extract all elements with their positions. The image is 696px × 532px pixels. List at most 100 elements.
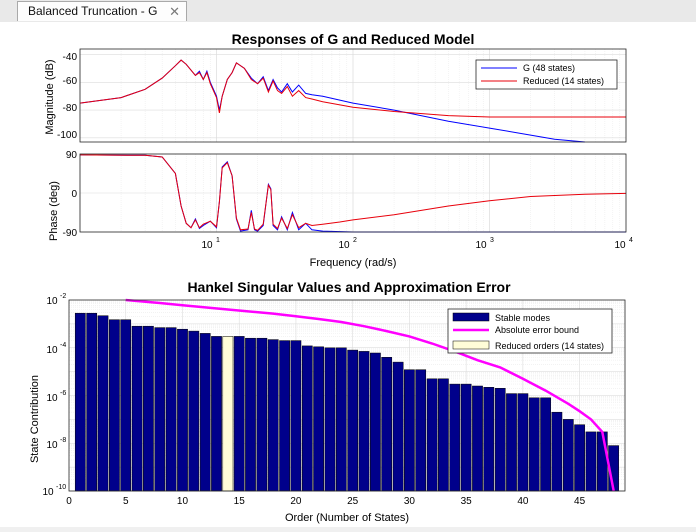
ytick-exp: -6: [60, 390, 66, 397]
bar-stable-mode: [551, 411, 563, 492]
magnitude-axes: -40 -60 -80 -100 G (48 states) Reduced (…: [57, 48, 627, 143]
phase-axes: 90 0 -90 10 1 10 2 10 3 10 4: [63, 150, 633, 251]
bar-stable-mode: [120, 319, 132, 492]
xtick-exp: 3: [490, 237, 494, 244]
ytick-exp: -10: [56, 484, 66, 491]
hankel-xtick: 40: [517, 496, 529, 507]
bar-stable-mode: [347, 349, 359, 492]
bar-stable-mode: [154, 327, 166, 492]
bar-stable-mode: [211, 336, 222, 492]
bar-stable-mode: [313, 346, 324, 492]
mag-ytick: -100: [57, 130, 77, 141]
xtick-base: 10: [475, 240, 487, 251]
hankel-xtick: 10: [177, 496, 189, 507]
hankel-yticks: 10 -2 10 -4 10 -6 10 -8 10 -10: [42, 293, 66, 498]
bar-stable-mode: [199, 333, 211, 492]
xtick-base: 10: [614, 240, 626, 251]
bar-stable-mode: [562, 419, 574, 492]
bar-stable-mode: [358, 351, 370, 492]
mag-series-reduced: [79, 59, 626, 118]
mag-ytick: -60: [63, 76, 78, 87]
bar-stable-mode: [415, 369, 427, 492]
hankel-xtick: 20: [290, 496, 302, 507]
xtick-base: 10: [201, 240, 213, 251]
ytick-exp: -2: [60, 293, 66, 300]
phase-ytick: -90: [63, 228, 78, 239]
legend-label-reduced: Reduced (14 states): [523, 76, 604, 86]
bar-stable-mode: [97, 315, 109, 492]
hankel-xtick: 0: [66, 496, 72, 507]
hankel-axes: 0 5 10 15 20 25 30 35 40 45 10 -2 10 -4 10 -6 10 …: [42, 293, 626, 507]
ytick-base: 10: [42, 487, 54, 498]
bar-stable-mode: [370, 352, 381, 492]
ytick-base: 10: [46, 296, 58, 307]
xtick-exp: 2: [353, 237, 357, 244]
hankel-xtick: 30: [404, 496, 416, 507]
hankel-title: Hankel Singular Values and Approximation…: [187, 279, 511, 295]
bar-selected-order: [222, 336, 234, 492]
hankel-ylabel: State Contribution: [29, 375, 41, 463]
legend-swatch-stable: [452, 312, 490, 322]
hankel-xtick: 15: [234, 496, 246, 507]
bar-stable-mode: [279, 340, 290, 492]
bar-stable-mode: [131, 325, 143, 492]
xtick-base: 10: [338, 240, 350, 251]
bar-stable-mode: [540, 397, 551, 492]
bar-stable-mode: [438, 378, 449, 492]
figure-svg: Responses of G and Reduced Model Magnitu…: [29, 31, 633, 524]
mag-ytick: -80: [63, 103, 78, 114]
mag-ytick: -40: [63, 52, 78, 63]
bar-stable-mode: [177, 328, 188, 492]
hankel-xtick: 45: [574, 496, 586, 507]
ytick-exp: -4: [60, 342, 66, 349]
bar-stable-mode: [585, 431, 597, 492]
hankel-xtick: 25: [347, 496, 359, 507]
bar-stable-mode: [483, 387, 495, 492]
bar-stable-mode: [290, 340, 302, 492]
bar-stable-mode: [267, 339, 279, 492]
bar-stable-mode: [426, 378, 438, 492]
xtick-exp: 4: [629, 237, 633, 244]
hankel-xtick: 5: [123, 496, 129, 507]
bar-stable-mode: [74, 312, 86, 492]
legend-label-bound: Absolute error bound: [495, 325, 579, 335]
bar-stable-mode: [449, 383, 461, 492]
figure-canvas: Responses of G and Reduced Model Magnitu…: [0, 22, 696, 527]
bar-stable-mode: [335, 347, 347, 492]
legend-swatch-selected: [452, 340, 490, 350]
legend-label-selected: Reduced orders (14 states): [495, 341, 604, 351]
bar-stable-mode: [528, 397, 540, 492]
bar-stable-mode: [165, 327, 177, 492]
bar-stable-mode: [472, 385, 483, 492]
bode-title: Responses of G and Reduced Model: [232, 31, 475, 47]
bar-stable-mode: [324, 347, 336, 492]
xtick-exp: 1: [216, 237, 220, 244]
bar-stable-mode: [506, 393, 517, 492]
tab-balanced-truncation[interactable]: Balanced Truncation - G ✕: [17, 1, 187, 21]
bar-stable-mode: [404, 369, 415, 492]
ytick-exp: -8: [60, 437, 66, 444]
bar-stable-mode: [86, 312, 98, 492]
bar-stable-mode: [233, 336, 245, 492]
bar-stable-mode: [392, 361, 404, 492]
bar-stable-mode: [301, 345, 313, 492]
hankel-legend: Stable modes Absolute error bound Reduce…: [447, 308, 613, 354]
ytick-base: 10: [46, 440, 58, 451]
bar-stable-mode: [143, 325, 154, 492]
bode-legend: G (48 states) Reduced (14 states): [475, 59, 618, 90]
phase-ylabel: Phase (deg): [48, 181, 60, 241]
bar-stable-mode: [460, 383, 472, 492]
hankel-xtick: 35: [461, 496, 473, 507]
legend-label-full: G (48 states): [523, 63, 575, 73]
bar-stable-mode: [517, 393, 529, 492]
bar-stable-mode: [381, 357, 393, 492]
close-icon[interactable]: ✕: [169, 4, 180, 19]
ytick-base: 10: [46, 393, 58, 404]
ytick-base: 10: [46, 345, 58, 356]
bar-stable-mode: [245, 337, 256, 492]
bar-stable-mode: [574, 424, 585, 492]
tab-bar: Balanced Truncation - G ✕: [0, 0, 696, 23]
mag-ylabel: Magnitude (dB): [44, 59, 56, 134]
bode-xticks: 10 1 10 2 10 3 10 4: [201, 237, 633, 251]
bode-xlabel: Frequency (rad/s): [310, 257, 397, 269]
